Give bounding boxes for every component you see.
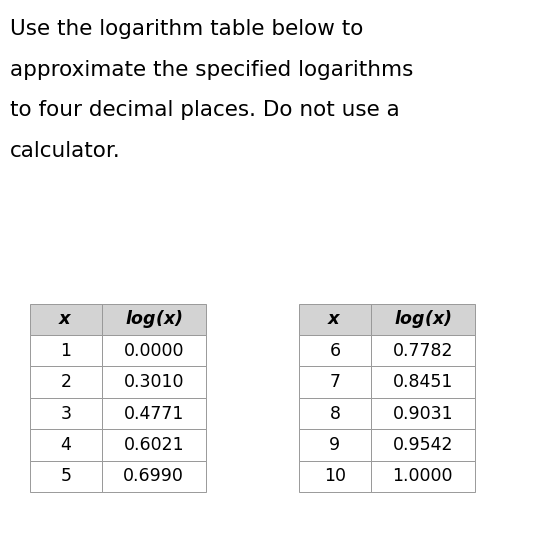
Bar	[299, 461, 371, 492]
Text: 1: 1	[60, 341, 71, 360]
Text: 8: 8	[329, 404, 340, 423]
Text: 0.3010: 0.3010	[124, 373, 184, 391]
Text: 0.9542: 0.9542	[393, 436, 453, 454]
Bar	[30, 335, 102, 366]
Text: $\bfit{log}(\bfit{x})$: $\bfit{log}(\bfit{x})$	[125, 308, 183, 330]
Bar	[371, 398, 475, 429]
Text: calculator.: calculator.	[10, 141, 121, 161]
Bar	[299, 366, 371, 398]
Text: 4: 4	[60, 436, 71, 454]
Text: approximate the specified logarithms: approximate the specified logarithms	[10, 60, 413, 80]
Bar	[102, 429, 206, 461]
Text: 3: 3	[60, 404, 71, 423]
Text: 1.0000: 1.0000	[393, 467, 453, 486]
Text: 0.6990: 0.6990	[124, 467, 184, 486]
Text: 0.0000: 0.0000	[124, 341, 184, 360]
Text: 2: 2	[60, 373, 71, 391]
Bar	[299, 429, 371, 461]
Text: Use the logarithm table below to: Use the logarithm table below to	[10, 19, 363, 39]
Bar	[102, 335, 206, 366]
Bar	[299, 398, 371, 429]
Bar	[30, 398, 102, 429]
Bar	[30, 429, 102, 461]
Text: 10: 10	[324, 467, 346, 486]
Text: 6: 6	[329, 341, 340, 360]
Bar	[30, 366, 102, 398]
Bar	[102, 304, 206, 335]
Bar	[102, 366, 206, 398]
Text: $\bfit{x}$: $\bfit{x}$	[59, 310, 73, 328]
Bar	[299, 304, 371, 335]
Text: 0.4771: 0.4771	[124, 404, 184, 423]
Text: 0.7782: 0.7782	[393, 341, 453, 360]
Text: 7: 7	[329, 373, 340, 391]
Bar	[102, 461, 206, 492]
Bar	[102, 398, 206, 429]
Text: to four decimal places. Do not use a: to four decimal places. Do not use a	[10, 100, 400, 120]
Bar	[371, 461, 475, 492]
Bar	[30, 304, 102, 335]
Text: 0.9031: 0.9031	[393, 404, 453, 423]
Text: 5: 5	[60, 467, 71, 486]
Bar	[299, 335, 371, 366]
Bar	[371, 366, 475, 398]
Text: $\bfit{log}(\bfit{x})$: $\bfit{log}(\bfit{x})$	[394, 308, 452, 330]
Text: 0.6021: 0.6021	[124, 436, 184, 454]
Text: $\bfit{x}$: $\bfit{x}$	[328, 310, 342, 328]
Bar	[30, 461, 102, 492]
Bar	[371, 429, 475, 461]
Bar	[371, 335, 475, 366]
Text: 0.8451: 0.8451	[393, 373, 453, 391]
Text: 9: 9	[329, 436, 340, 454]
Bar	[371, 304, 475, 335]
